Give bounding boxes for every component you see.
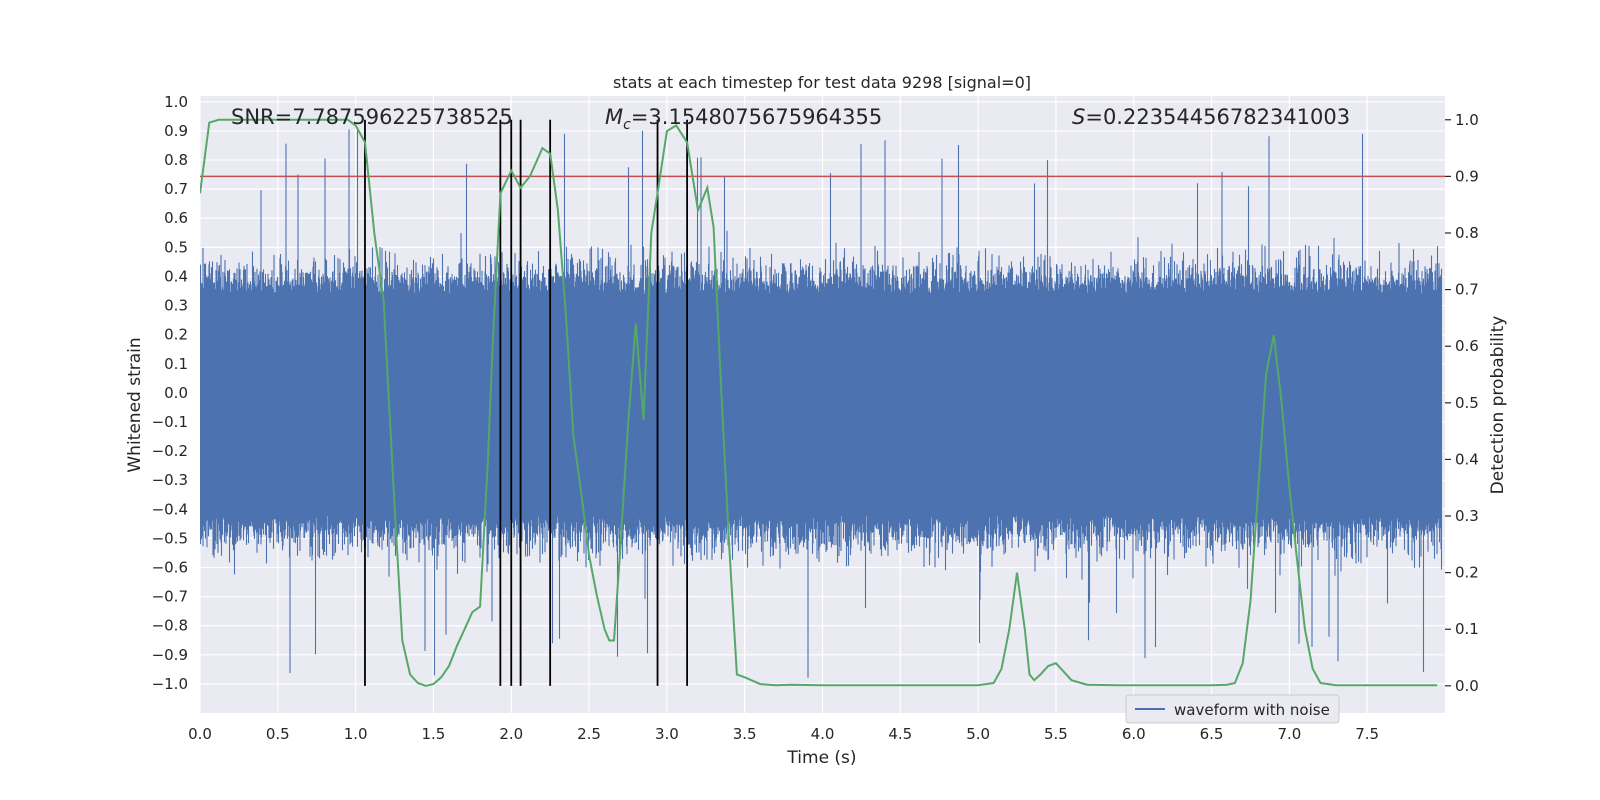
x-tick-label: 6.0 — [1122, 725, 1146, 743]
y-tick-label: 0.9 — [164, 122, 188, 140]
legend-box — [1125, 694, 1340, 724]
y-tick-label: −0.3 — [152, 471, 188, 489]
y-tick-label: 0.3 — [164, 297, 188, 315]
x-tick-label: 7.0 — [1277, 725, 1301, 743]
y-tick-label: 0.8 — [164, 151, 188, 169]
y2-tick-label: 0.7 — [1455, 281, 1479, 299]
y-tick-label: 0.2 — [164, 326, 188, 344]
y2-tick-label: 0.4 — [1455, 450, 1479, 468]
waveform-series — [200, 127, 1443, 678]
y2-axis-label: Detection probability — [1488, 316, 1508, 495]
x-tick-label: 0.5 — [266, 725, 290, 743]
x-tick-label: 5.5 — [1044, 725, 1068, 743]
y-tick-label: 0.1 — [164, 355, 188, 373]
y-axis-label: Whitened strain — [125, 337, 145, 472]
event-lines — [364, 119, 689, 686]
x-tick-label: 2.5 — [577, 725, 601, 743]
chirp-mass-subscript: c — [623, 117, 631, 133]
x-tick-label: 1.0 — [344, 725, 368, 743]
chirp-mass-annotation: Mc=3.1548075675964355 — [605, 105, 882, 133]
probability-line — [200, 118, 1438, 687]
y-tick-label: 1.0 — [164, 93, 188, 111]
y2-ticks: 1.0 0.9 0.8 0.7 0.6 0.5 0.4 0.3 0.2 0.1 0.0 — [1445, 111, 1479, 695]
x-tick-label: 6.5 — [1200, 725, 1224, 743]
chart-title: stats at each timestep for test data 929… — [613, 73, 1031, 92]
y-tick-label: 0.4 — [164, 267, 188, 285]
legend-label: waveform with noise — [1174, 701, 1330, 719]
y-tick-label: 0.5 — [164, 238, 188, 256]
y2-tick-label: 0.9 — [1455, 167, 1479, 185]
y-tick-label: −0.6 — [152, 558, 188, 576]
x-tick-label: 1.5 — [422, 725, 446, 743]
x-tick-label: 7.5 — [1355, 725, 1379, 743]
x-tick-label: 5.0 — [966, 725, 990, 743]
y-tick-label: −1.0 — [152, 675, 188, 693]
y-tick-label: −0.2 — [152, 442, 188, 460]
y-tick-label: −0.4 — [152, 500, 188, 518]
y2-tick-label: 0.5 — [1455, 394, 1479, 412]
y-tick-label: 0.0 — [164, 384, 188, 402]
y-tick-label: −0.7 — [152, 588, 188, 606]
y-tick-label: −0.1 — [152, 413, 188, 431]
x-tick-label: 2.0 — [499, 725, 523, 743]
y2-tick-label: 0.0 — [1455, 677, 1479, 695]
y2-tick-label: 0.2 — [1455, 564, 1479, 582]
x-tick-label: 4.0 — [811, 725, 835, 743]
y2-tick-label: 0.1 — [1455, 620, 1479, 638]
y-tick-label: 0.7 — [164, 180, 188, 198]
s-annotation: S=0.22354456782341003 — [1072, 105, 1350, 129]
y2-tick-label: 0.6 — [1455, 337, 1479, 355]
y-ticks: 1.0 0.9 0.8 0.7 0.6 0.5 0.4 0.3 0.2 0.1 0.0 −0.1 −0.… — [152, 93, 188, 693]
x-tick-label: 3.0 — [655, 725, 679, 743]
legend: waveform with noise — [1125, 694, 1340, 724]
s-symbol: S — [1072, 105, 1085, 129]
x-tick-label: 0.0 — [188, 725, 212, 743]
x-ticks: 0.0 0.5 1.0 1.5 2.0 2.5 3.0 3.5 4.0 4.5 5.0 5.5 6.0 6… — [188, 725, 1379, 743]
chirp-mass-symbol: M — [605, 105, 623, 129]
y-tick-label: 0.6 — [164, 209, 188, 227]
s-value: =0.22354456782341003 — [1085, 105, 1350, 129]
probability-series — [200, 118, 1438, 687]
y-tick-label: −0.5 — [152, 529, 188, 547]
y2-tick-label: 1.0 — [1455, 111, 1479, 129]
y2-tick-label: 0.3 — [1455, 507, 1479, 525]
x-tick-label: 4.5 — [888, 725, 912, 743]
x-tick-label: 3.5 — [733, 725, 757, 743]
y2-tick-label: 0.8 — [1455, 224, 1479, 242]
snr-annotation: SNR=7.787596225738525 — [231, 105, 513, 129]
waveform-trace — [200, 127, 1443, 678]
y-tick-label: −0.9 — [152, 646, 188, 664]
x-axis-label: Time (s) — [786, 748, 856, 768]
chirp-mass-value: =3.1548075675964355 — [631, 105, 882, 129]
y-tick-label: −0.8 — [152, 617, 188, 635]
